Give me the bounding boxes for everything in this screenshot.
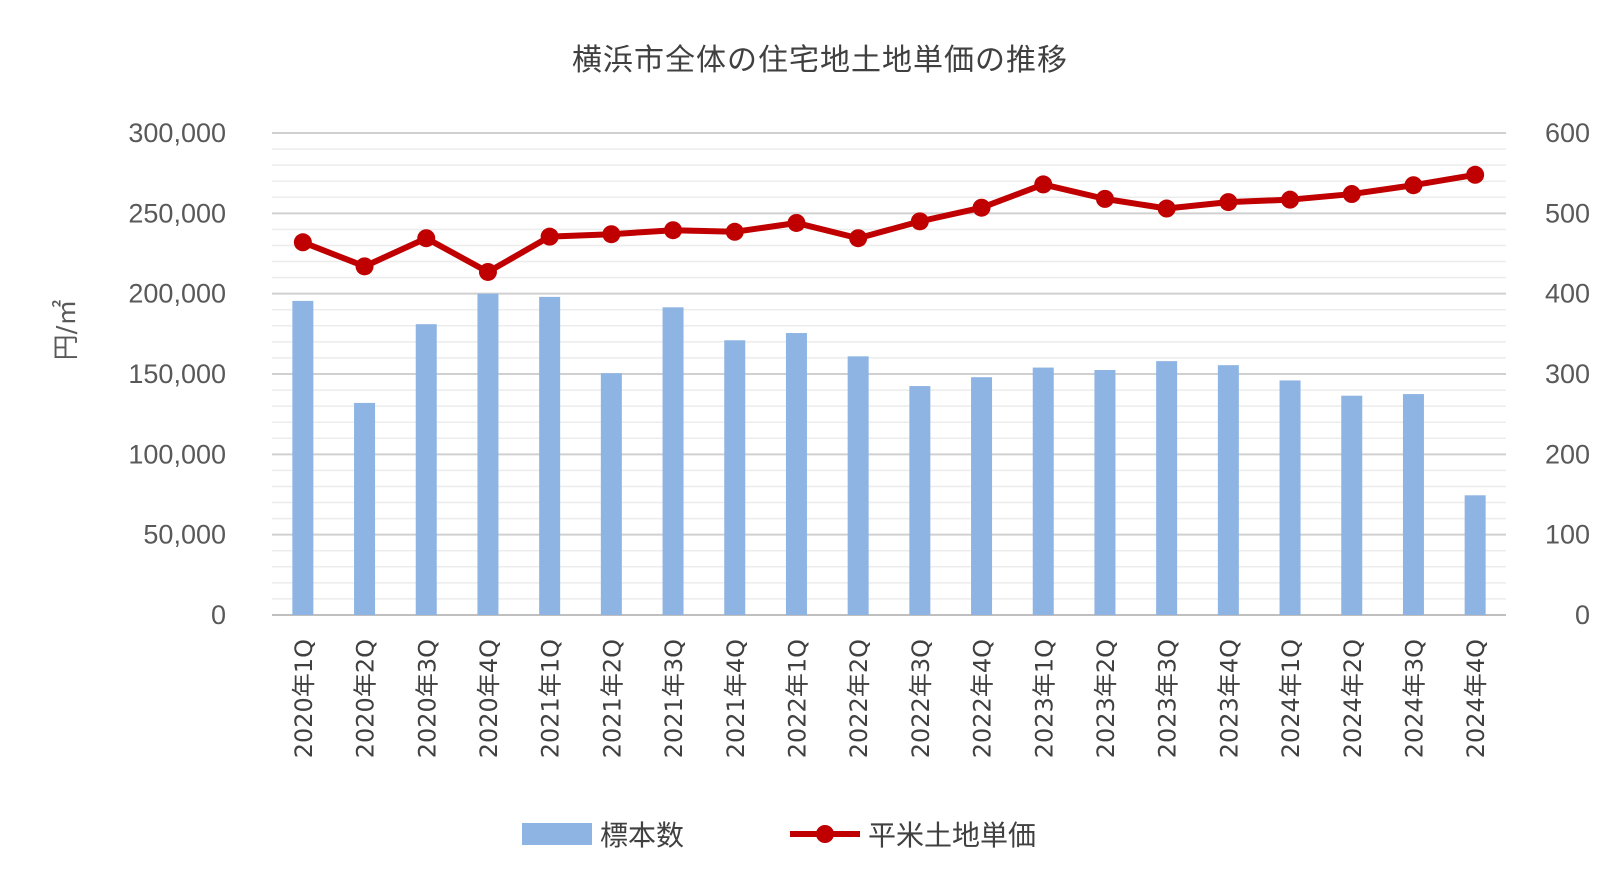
line-point [355, 257, 374, 276]
bar [724, 340, 746, 615]
bar [1156, 361, 1178, 615]
line-point [1034, 175, 1053, 194]
y-tick-label: 250,000 [128, 198, 226, 228]
legend-swatch-marker [816, 825, 834, 843]
line-point [478, 262, 497, 281]
line-point [1095, 189, 1114, 208]
x-tick-label: 2020年2Q [352, 639, 380, 758]
y2-tick-label: 0 [1575, 600, 1590, 630]
legend-label-bar: 標本数 [600, 819, 684, 852]
bar [785, 333, 807, 615]
bar [354, 402, 376, 615]
bar [971, 377, 993, 615]
legend-swatch-bar [522, 823, 592, 845]
y-tick-label: 0 [211, 600, 226, 630]
y-tick-label: 150,000 [128, 359, 226, 389]
right-axis: 0 100 200 300 400 500 600 [1545, 118, 1590, 630]
x-tick-label: 2021年2Q [598, 639, 626, 758]
line-point [972, 198, 991, 217]
series-line [301, 171, 1476, 275]
legend: 標本数 平米土地単価 [522, 819, 1036, 852]
bar [1279, 380, 1301, 615]
line-point [1342, 185, 1361, 204]
line-point [540, 227, 559, 246]
x-tick-label: 2023年3Q [1154, 639, 1182, 758]
bar [1402, 394, 1424, 615]
y2-tick-label: 300 [1545, 359, 1590, 389]
line-point [1219, 193, 1238, 212]
legend-label-line: 平米土地単価 [868, 819, 1036, 852]
x-tick-label: 2024年2Q [1339, 639, 1367, 758]
x-tick-label: 2022年4Q [969, 639, 997, 758]
x-tick-label: 2020年3Q [413, 639, 441, 758]
bar [1094, 369, 1116, 615]
bar [539, 296, 561, 615]
x-tick-label: 2020年1Q [290, 639, 318, 758]
line-point [1157, 199, 1176, 218]
bar [847, 356, 869, 615]
line-point [787, 213, 806, 232]
x-tick-label: 2021年3Q [660, 639, 688, 758]
x-tick-label: 2022年3Q [907, 639, 935, 758]
line-point [725, 222, 744, 241]
x-tick-label: 2024年3Q [1400, 639, 1428, 758]
bar [477, 293, 499, 615]
y-axis-title: 円/㎡ [52, 300, 82, 361]
x-tick-label: 2021年4Q [722, 639, 750, 758]
y2-tick-label: 200 [1545, 439, 1590, 469]
y2-tick-label: 500 [1545, 198, 1590, 228]
x-tick-label: 2020年4Q [475, 639, 503, 758]
y2-tick-label: 100 [1545, 520, 1590, 550]
y-tick-label: 200,000 [128, 279, 226, 309]
grid [272, 132, 1506, 616]
left-axis: 0 50,000 100,000 150,000 200,000 250,000 300,0… [128, 118, 226, 630]
x-tick-label: 2022年1Q [783, 639, 811, 758]
bar [1341, 395, 1363, 615]
line-point [602, 225, 621, 244]
bar-series [292, 293, 1486, 615]
bar [1217, 365, 1239, 615]
line-point [849, 229, 868, 248]
y-tick-label: 50,000 [143, 520, 226, 550]
x-tick-label: 2023年4Q [1215, 639, 1243, 758]
bar [292, 300, 314, 615]
x-tick-label: 2023年1Q [1030, 639, 1058, 758]
line-point [1281, 190, 1300, 209]
line-series [293, 165, 1485, 281]
y2-tick-label: 400 [1545, 279, 1590, 309]
line-point [1404, 176, 1423, 195]
x-tick-label: 2023年2Q [1092, 639, 1120, 758]
x-tick-label: 2021年1Q [537, 639, 565, 758]
bar [1032, 367, 1054, 615]
bar [600, 373, 622, 615]
line-point [293, 233, 312, 252]
x-tick-label: 2024年1Q [1277, 639, 1305, 758]
bar [909, 386, 931, 615]
bar [662, 307, 684, 615]
y-tick-label: 300,000 [128, 118, 226, 148]
x-tick-label: 2024年4Q [1462, 639, 1490, 758]
y2-tick-label: 600 [1545, 118, 1590, 148]
bar [1464, 495, 1486, 615]
bar [415, 324, 437, 615]
chart-title: 横浜市全体の住宅地土地単価の推移 [572, 43, 1068, 78]
x-tick-label: 2022年2Q [845, 639, 873, 758]
y-tick-label: 100,000 [128, 439, 226, 469]
line-point [1466, 165, 1485, 184]
line-point [910, 212, 929, 231]
line-point [664, 221, 683, 240]
line-point [417, 229, 436, 248]
x-axis: 2020年1Q 2020年2Q 2020年3Q 2020年4Q 2021年1Q 2021年… [290, 639, 1490, 758]
